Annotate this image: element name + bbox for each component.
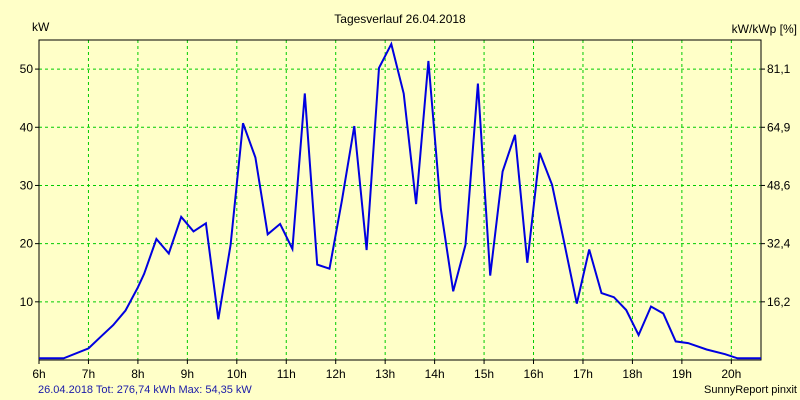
y-left-tick-label: 40	[20, 120, 34, 134]
x-tick-label: 14h	[425, 367, 445, 381]
series-layer	[39, 41, 761, 360]
y-left-tick-label: 20	[20, 237, 34, 251]
right-axis-ticks: 16,2 32,4 48,6 64,9 81,1	[761, 62, 791, 309]
x-tick-label: 17h	[573, 367, 593, 381]
grid	[39, 40, 761, 360]
x-tick-label: 13h	[375, 367, 395, 381]
y-right-tick-label: 64,9	[767, 120, 791, 134]
y-right-tick-label: 16,2	[767, 295, 791, 309]
x-tick-label: 18h	[622, 367, 642, 381]
y-left-tick-label: 30	[20, 178, 34, 192]
x-tick-label: 8h	[131, 367, 144, 381]
x-tick-label: 15h	[474, 367, 494, 381]
y-left-tick-label: 10	[20, 295, 34, 309]
y-right-tick-label: 32,4	[767, 237, 791, 251]
footer-credit: SunnyReport pinxit	[704, 384, 797, 396]
left-axis-unit-label: kW	[32, 20, 50, 34]
y-left-tick-label: 50	[20, 62, 34, 76]
y-right-tick-label: 48,6	[767, 178, 791, 192]
x-tick-label: 6h	[32, 367, 45, 381]
x-tick-label: 9h	[181, 367, 194, 381]
x-tick-label: 11h	[277, 367, 296, 381]
x-axis-ticks: 6h 7h 8h 9h 10h 11h 12h 13h 14h 15h 16h 17h 18h 19h 20…	[32, 360, 741, 381]
plot-frame	[38, 39, 762, 361]
chart-title: Tagesverlauf 26.04.2018	[334, 12, 466, 26]
x-tick-label: 16h	[524, 367, 544, 381]
right-axis-unit-label: kW/kWp [%]	[732, 22, 797, 36]
x-tick-label: 7h	[82, 367, 95, 381]
footer-summary: 26.04.2018 Tot: 276,74 kWh Max: 54,35 kW	[38, 384, 252, 396]
x-tick-label: 10h	[227, 367, 247, 381]
series-line-leistung	[39, 41, 761, 360]
left-axis-ticks: 10 20 30 40 50	[20, 62, 39, 309]
y-right-tick-label: 81,1	[767, 62, 791, 76]
x-tick-label: 20h	[721, 367, 741, 381]
x-tick-label: 19h	[672, 367, 692, 381]
x-tick-label: 12h	[326, 367, 346, 381]
